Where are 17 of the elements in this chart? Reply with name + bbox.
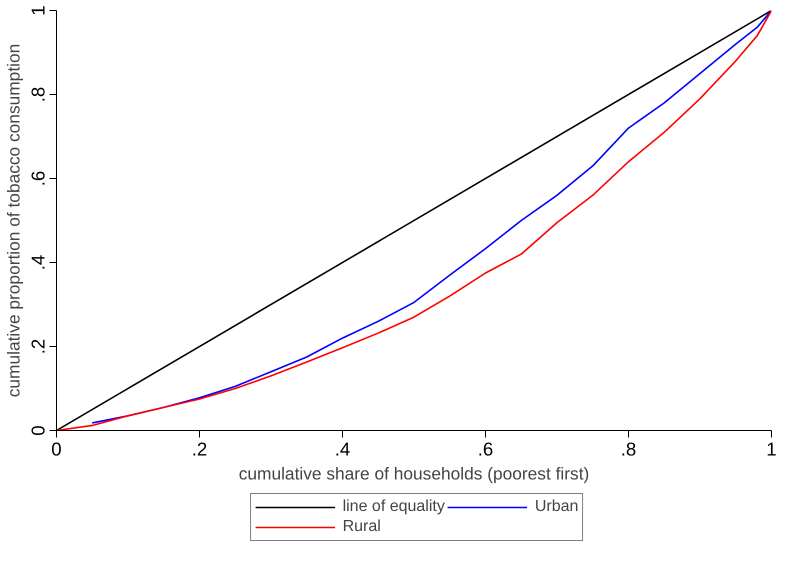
x-tick-label: 0 [51, 438, 62, 460]
x-tick-label: .6 [478, 438, 494, 460]
y-axis-title: cumulative proportion of tobacco consumption [4, 44, 24, 398]
x-axis-title: cumulative share of households (poorest first) [238, 464, 590, 484]
y-tick-label: .2 [28, 338, 48, 354]
x-tick-label: .4 [334, 438, 350, 460]
y-tick-label: 0 [28, 425, 48, 436]
legend-label: Rural [342, 518, 381, 536]
y-tick-label: .8 [28, 86, 48, 102]
y-tick-label: .6 [28, 170, 48, 186]
legend-label: Urban [534, 498, 578, 516]
x-tick-label: .2 [192, 438, 208, 460]
x-tick-label: 1 [766, 438, 777, 460]
x-tick-label: .8 [620, 438, 636, 460]
legend-label: line of equality [342, 498, 445, 516]
y-tick-label: 1 [28, 5, 48, 16]
y-tick-label: .4 [28, 254, 48, 270]
